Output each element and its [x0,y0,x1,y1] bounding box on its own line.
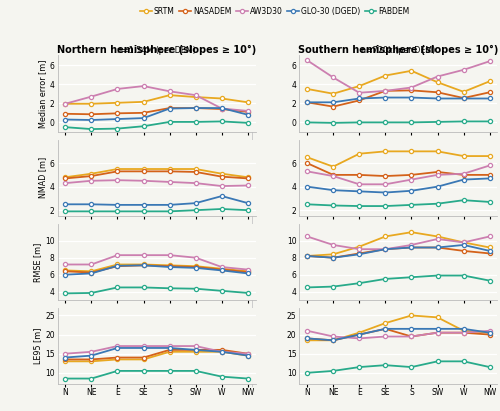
Y-axis label: RMSE [m]: RMSE [m] [34,242,42,282]
Y-axis label: LE95 [m]: LE95 [m] [34,328,42,364]
Title: Northern hemisphere (slopes ≥ 10°): Northern hemisphere (slopes ≥ 10°) [57,45,256,55]
Legend: SRTM, NASADEM, AW3D30, GLO-30 (DGED), FABDEM: SRTM, NASADEM, AW3D30, GLO-30 (DGED), FA… [137,4,413,19]
Y-axis label: NMAD [m]: NMAD [m] [38,157,47,199]
Title: Southern hemisphere (slopes ≥ 10°): Southern hemisphere (slopes ≥ 10°) [298,45,498,55]
Text: n=1.54M (per DEM): n=1.54M (per DEM) [117,46,196,55]
Y-axis label: Median error [m]: Median error [m] [38,60,47,128]
Text: n=720k (per DEM): n=720k (per DEM) [361,46,436,55]
